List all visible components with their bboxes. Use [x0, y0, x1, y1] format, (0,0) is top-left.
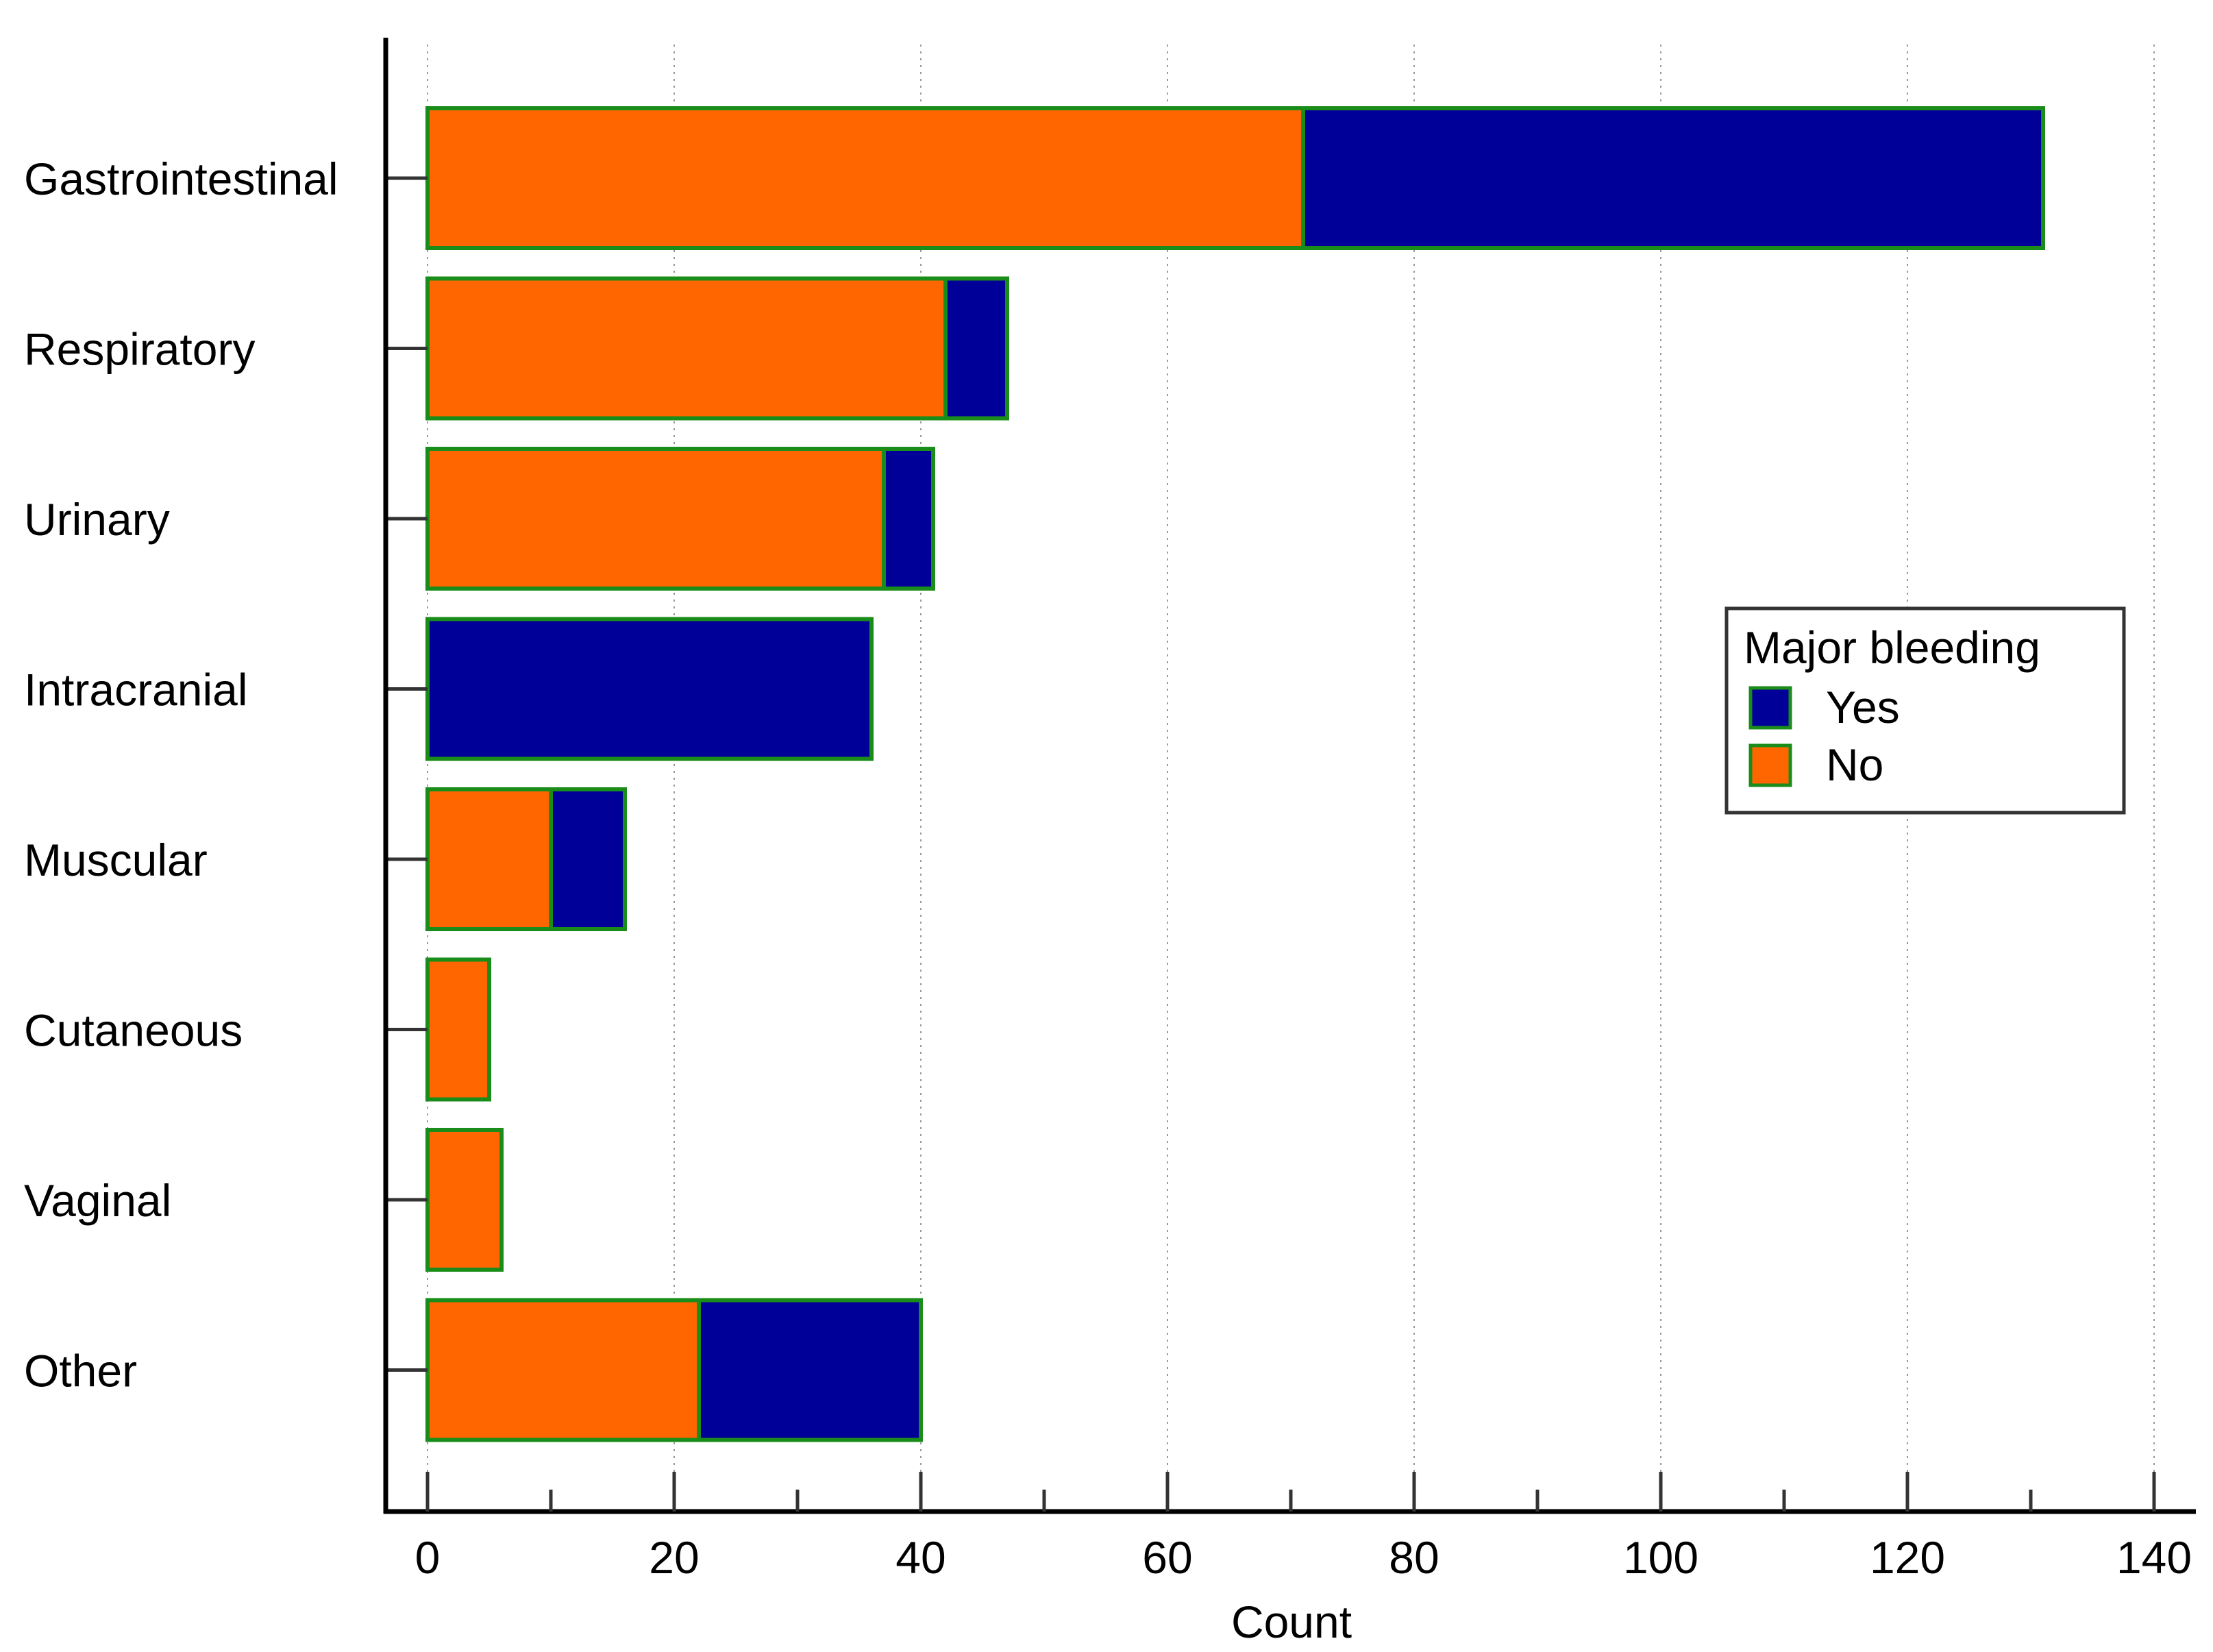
bar-muscular-yes — [549, 787, 627, 931]
axes — [383, 38, 2196, 1514]
legend-title: Major bleeding — [1744, 622, 2040, 673]
x-tick-label-5: 100 — [1623, 1532, 1698, 1583]
bar-urinary-no — [425, 447, 886, 591]
x-tick-label-1: 20 — [649, 1532, 699, 1583]
bar-vaginal-no — [425, 1128, 504, 1272]
y-tick-label-0: Gastrointestinal — [24, 153, 338, 204]
legend: Major bleeding Yes No — [1724, 606, 2126, 815]
y-tick-label-4: Muscular — [24, 835, 208, 885]
bar-other-yes — [697, 1298, 923, 1442]
bar-gastrointestinal-no — [425, 106, 1305, 250]
x-tick-label-7: 140 — [2116, 1532, 2192, 1583]
x-tick-label-4: 80 — [1389, 1532, 1439, 1583]
bar-urinary-yes — [882, 447, 935, 591]
bar-cutaneous-no — [425, 957, 491, 1102]
x-axis-title: Count — [1231, 1596, 1352, 1647]
y-tick-label-1: Respiratory — [24, 324, 255, 375]
tick-labels: Gastrointestinal Respiratory Urinary Intrac… — [24, 153, 2192, 1583]
y-tick-label-6: Vaginal — [24, 1175, 171, 1226]
y-tick-label-2: Urinary — [24, 494, 170, 545]
bar-respiratory-yes — [943, 276, 1009, 421]
legend-swatch-yes — [1748, 686, 1792, 730]
bar-respiratory-no — [425, 276, 948, 421]
bar-muscular-no — [425, 787, 553, 931]
bars — [425, 106, 2045, 1442]
bar-intracranial-yes — [425, 617, 874, 761]
legend-label-yes: Yes — [1826, 682, 1900, 732]
bar-gastrointestinal-yes — [1301, 106, 2045, 250]
legend-box — [1724, 606, 2126, 815]
x-tick-label-2: 40 — [895, 1532, 945, 1583]
y-tick-label-5: Cutaneous — [24, 1005, 243, 1056]
legend-label-no: No — [1826, 739, 1883, 790]
y-tick-label-3: Intracranial — [24, 665, 248, 715]
x-tick-label-6: 120 — [1870, 1532, 1945, 1583]
x-tick-label-0: 0 — [415, 1532, 441, 1583]
y-tick-label-7: Other — [24, 1346, 137, 1396]
legend-swatch-no — [1748, 743, 1792, 787]
bar-other-no — [425, 1298, 701, 1442]
x-tick-label-3: 60 — [1142, 1532, 1192, 1583]
